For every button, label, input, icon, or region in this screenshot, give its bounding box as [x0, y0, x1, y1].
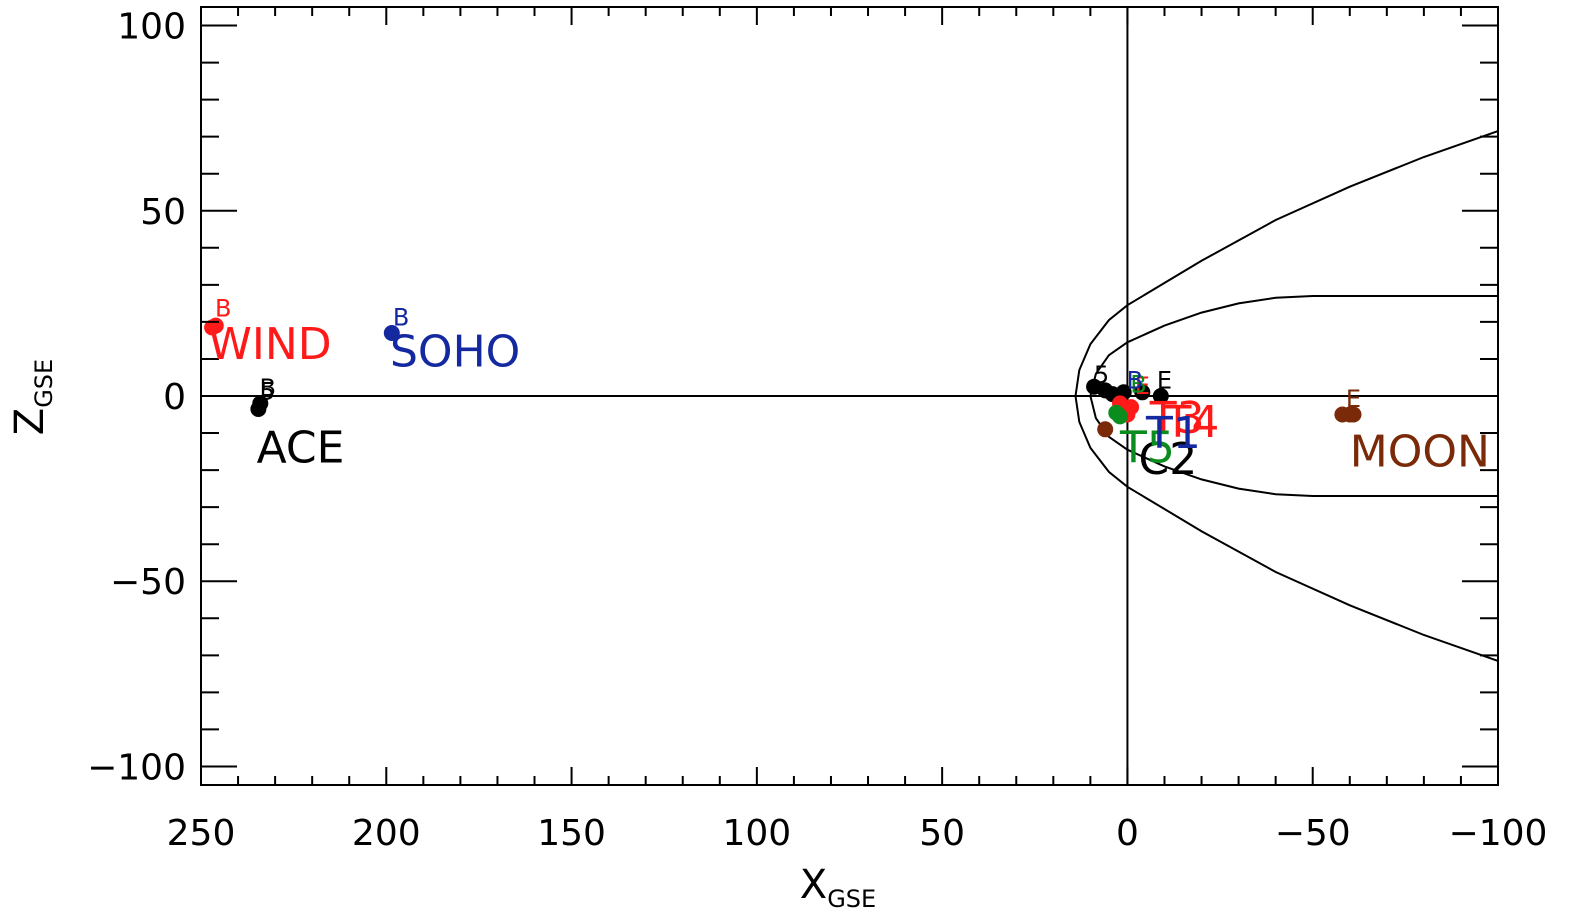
x-tick-label: 100 — [722, 813, 791, 854]
label-wind: WIND — [208, 319, 331, 370]
label-soho: SOHO — [390, 326, 520, 377]
x-tick-label: −50 — [1275, 813, 1351, 854]
y-tick-label: 0 — [163, 377, 186, 418]
marker-ace: B — [259, 374, 275, 402]
x-tick-label: 0 — [1116, 813, 1139, 854]
marker-wind: B — [215, 294, 231, 322]
x-tick-label: 250 — [167, 813, 236, 854]
y-tick-label: −50 — [110, 562, 186, 603]
series-moon: E — [1334, 385, 1362, 423]
y-tick-labels: −100 −50 0 50 100 — [87, 7, 186, 789]
label-t5: T5 — [1119, 423, 1175, 474]
x-axis-label-subscript: GSE — [827, 885, 876, 913]
x-tick-label: 200 — [352, 813, 421, 854]
x-tick-label: 150 — [537, 813, 606, 854]
reference-lines — [201, 7, 1498, 785]
point-soho — [383, 325, 400, 341]
axis-ticks — [200, 7, 1499, 785]
y-tick-label: 50 — [140, 192, 186, 233]
marker-ace: 5 — [260, 378, 275, 406]
plot-frame — [200, 6, 1499, 786]
data-series: BB5BE5BEEBB — [204, 294, 1362, 438]
x-axis-title: XGSE — [800, 862, 876, 913]
label-c2: C2 — [1139, 434, 1198, 485]
label-moon: MOON — [1350, 426, 1490, 477]
series-t1: B — [1127, 367, 1143, 395]
series-soho: B — [383, 304, 409, 341]
marker-soho: B — [393, 304, 409, 332]
x-tick-label: 50 — [919, 813, 965, 854]
label-t3: T3 — [1149, 393, 1205, 444]
point-t2 — [1097, 421, 1114, 438]
marker-c2: E — [1157, 367, 1172, 395]
series-t2 — [1097, 421, 1114, 438]
x-tick-label: −100 — [1449, 813, 1548, 854]
y-tick-label: 100 — [117, 7, 186, 48]
marker-t3: E — [1135, 372, 1150, 400]
x-tick-labels: 250 200 150 100 50 0 −50 −100 — [167, 813, 1548, 854]
label-ace: ACE — [257, 423, 345, 474]
point-t5 — [1112, 408, 1128, 425]
series-t5: B — [1108, 370, 1147, 425]
label-t1: T1 — [1145, 408, 1201, 459]
point-c2 — [1134, 384, 1151, 401]
series-ace: 5B — [250, 374, 276, 417]
label-t4: T4 — [1164, 397, 1220, 448]
y-axis-label-subscript: GSE — [30, 359, 58, 408]
marker-t1: B — [1127, 367, 1143, 395]
marker-moon: E — [1346, 385, 1361, 413]
marker-t5: B — [1130, 370, 1146, 398]
point-c2 — [1152, 388, 1169, 404]
y-axis-title: ZGSE — [7, 359, 58, 435]
point-ace — [252, 395, 269, 412]
y-tick-label: −100 — [87, 747, 186, 788]
x-axis-label: X — [800, 862, 827, 908]
y-axis-label: Z — [7, 408, 53, 435]
point-moon — [1345, 406, 1362, 423]
marker-c2: 5 — [1094, 361, 1109, 389]
